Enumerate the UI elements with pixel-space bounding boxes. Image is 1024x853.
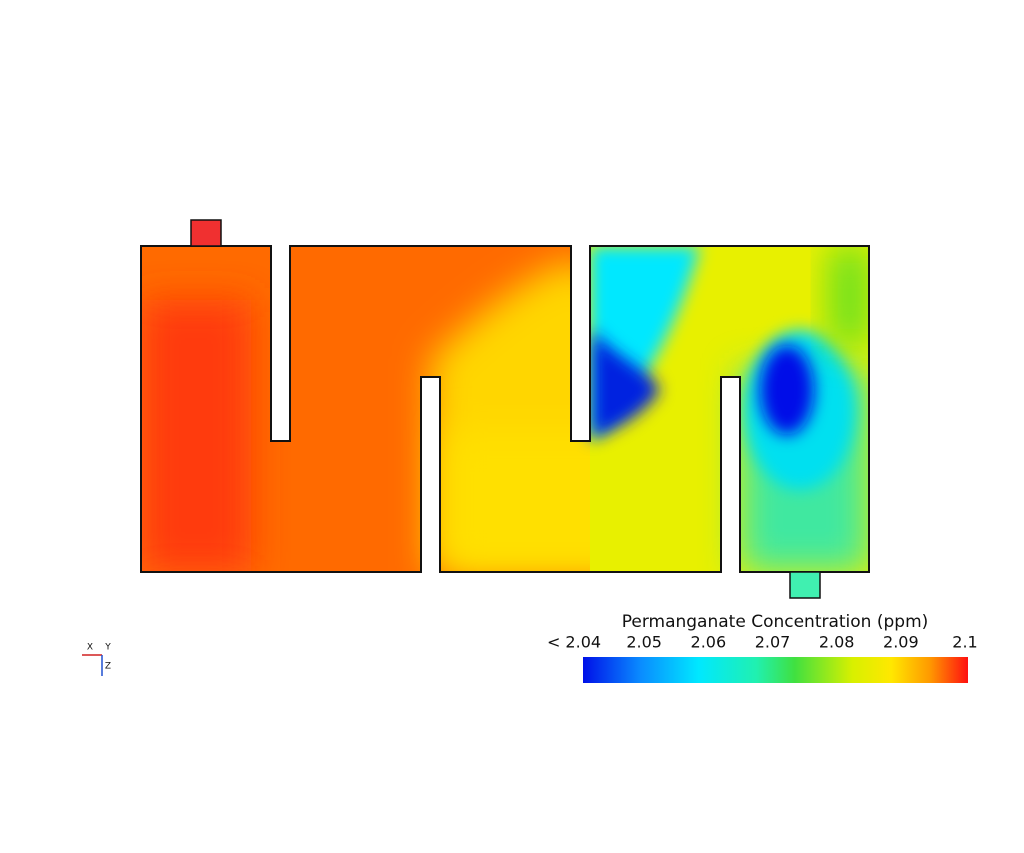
colorbar-tick-label: 2.07 <box>755 633 791 652</box>
colorbar-tick-label: 2.05 <box>626 633 662 652</box>
colorbar-tick-label: < 2.04 <box>547 633 601 652</box>
colorbar-tick-label: 2.06 <box>691 633 727 652</box>
outlet-pipe <box>789 571 821 599</box>
concentration-field <box>141 246 869 572</box>
tank-outline <box>140 245 870 573</box>
triad-z-label: Z <box>105 662 111 672</box>
colorbar-title: Permanganate Concentration (ppm) <box>622 612 929 632</box>
colorbar-tick-label: 2.09 <box>883 633 919 652</box>
triad-y-label: Y <box>104 643 111 653</box>
colorbar-tick-label: 2.08 <box>819 633 855 652</box>
inlet-pipe <box>190 219 222 247</box>
triad-x-label: X <box>87 643 93 653</box>
colorbar-ticks: < 2.04 2.05 2.06 2.07 2.08 2.09 2.1 <box>547 633 978 652</box>
axis-triad: X Y Z <box>82 643 111 676</box>
colorbar <box>583 657 968 683</box>
colorbar-tick-label: 2.1 <box>952 633 977 652</box>
